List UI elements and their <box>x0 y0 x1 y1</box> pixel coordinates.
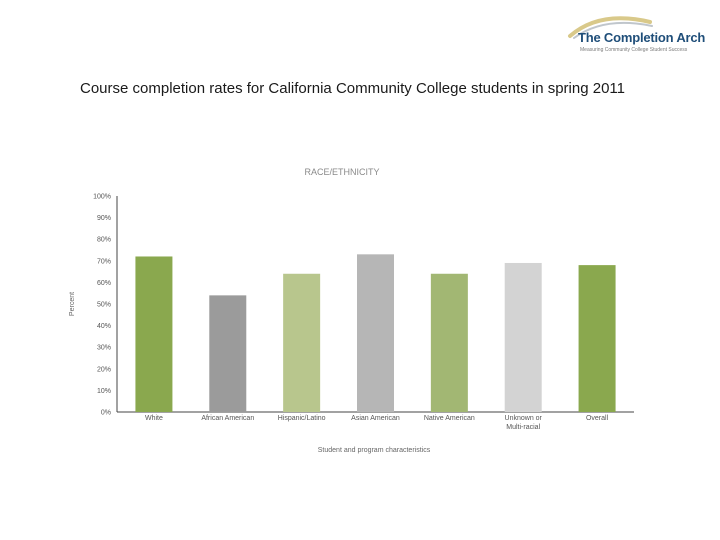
y-tick-label: 50% <box>97 302 111 309</box>
y-tick-label: 30% <box>97 345 111 352</box>
y-tick-label: 70% <box>97 258 111 265</box>
bar-unknown-or-multi-racial <box>504 262 542 412</box>
logo-title: The Completion Arch <box>578 30 706 45</box>
arch-swoosh-icon <box>568 16 653 39</box>
x-tick-label: Asian American <box>351 415 400 422</box>
y-tick-label: 100% <box>93 194 111 201</box>
bar-asian-american <box>357 254 394 412</box>
completion-arch-logo: The Completion Arch Measuring Community … <box>560 8 710 60</box>
y-tick-label: 40% <box>97 323 111 330</box>
y-tick-label: 10% <box>97 388 111 395</box>
y-tick-label: 80% <box>97 237 111 244</box>
bar-african-american <box>209 295 247 412</box>
bar-overall <box>578 265 616 412</box>
y-tick-label: 20% <box>97 366 111 373</box>
x-axis-label: Student and program characteristics <box>318 447 431 454</box>
x-tick-label: Hispanic/Latino <box>278 415 326 422</box>
x-tick-label: Unknown or Multi-racial <box>505 415 543 431</box>
y-tick-label: 0% <box>101 410 111 417</box>
chart-title: RACE/ETHNICITY <box>304 167 379 177</box>
x-tick-label: Native American <box>424 415 475 422</box>
bar-native-american <box>430 273 468 412</box>
x-tick-label: Overall <box>586 415 609 422</box>
bar-white <box>135 256 173 412</box>
y-tick-label: 90% <box>97 215 111 222</box>
logo-tagline: Measuring Community College Student Succ… <box>580 47 688 53</box>
x-tick-label: White <box>145 415 163 422</box>
slide-title: Course completion rates for California C… <box>80 80 625 97</box>
x-tick-label: African American <box>201 415 254 422</box>
y-tick-label: 60% <box>97 280 111 287</box>
bar-hispanic-latino <box>283 273 321 412</box>
y-axis-label: Percent <box>69 292 76 316</box>
